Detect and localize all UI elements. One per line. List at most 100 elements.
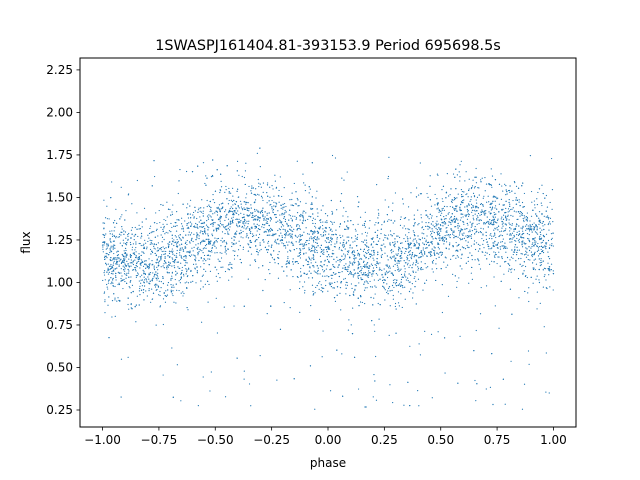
data-point [271, 244, 273, 246]
data-point [308, 186, 310, 188]
data-point [358, 201, 360, 203]
data-point [246, 207, 248, 209]
data-point [155, 254, 157, 256]
data-point [202, 274, 204, 276]
data-point [219, 210, 221, 212]
data-point [534, 207, 536, 209]
data-point [231, 221, 233, 223]
data-point [363, 289, 366, 291]
data-point [518, 297, 520, 299]
data-point [471, 209, 474, 211]
data-point [330, 228, 332, 230]
data-point [418, 343, 420, 345]
data-point [418, 256, 420, 258]
data-point [105, 264, 108, 266]
data-point [308, 247, 310, 249]
data-point [329, 229, 331, 231]
data-point [479, 244, 481, 246]
data-point [404, 217, 407, 219]
data-point [232, 243, 235, 245]
data-point [305, 212, 307, 214]
data-point [509, 241, 511, 243]
data-point [148, 237, 150, 239]
data-point [477, 212, 480, 215]
data-point [115, 235, 117, 238]
data-point [407, 238, 409, 240]
data-point [205, 243, 208, 246]
data-point [131, 308, 133, 310]
data-point [462, 202, 464, 204]
data-point [271, 199, 273, 202]
data-point [485, 238, 488, 240]
data-point [501, 216, 503, 218]
data-point [357, 260, 359, 263]
data-point [505, 217, 507, 219]
data-point [243, 176, 246, 179]
data-point [452, 231, 454, 233]
data-point [179, 254, 181, 256]
data-point [540, 264, 542, 266]
data-point [373, 324, 375, 326]
data-point [508, 201, 510, 204]
data-point [153, 268, 156, 271]
data-point [286, 266, 288, 268]
data-point [261, 211, 264, 214]
data-point [225, 241, 227, 243]
data-point [294, 215, 296, 217]
data-point [140, 289, 143, 291]
data-point [335, 234, 337, 236]
data-point [112, 240, 114, 242]
data-point [396, 262, 398, 264]
data-point [198, 221, 200, 223]
data-point [466, 208, 468, 211]
data-point [123, 242, 125, 244]
data-point [171, 243, 173, 245]
data-point [118, 299, 120, 302]
data-point [207, 229, 209, 231]
data-point [426, 214, 428, 216]
data-point [367, 276, 369, 278]
data-point [379, 238, 381, 240]
data-point [165, 247, 167, 249]
data-point [388, 156, 390, 158]
data-point [238, 225, 241, 227]
data-point [453, 215, 456, 218]
data-point [491, 238, 493, 240]
data-point [229, 221, 232, 223]
data-point [474, 213, 476, 215]
data-point [418, 242, 420, 245]
data-point [151, 280, 153, 282]
data-point [236, 230, 238, 232]
data-point [265, 219, 267, 221]
data-point [233, 199, 235, 202]
data-point [503, 273, 505, 275]
data-point [428, 225, 430, 228]
data-point [368, 257, 370, 260]
data-point [403, 265, 405, 267]
data-point [491, 235, 493, 237]
data-point [536, 308, 538, 310]
data-point [195, 222, 197, 225]
data-point [202, 226, 205, 228]
data-point [374, 285, 376, 287]
data-point [364, 302, 366, 305]
data-point [151, 251, 154, 254]
data-point [535, 224, 537, 226]
data-point [548, 274, 550, 276]
data-point [358, 253, 361, 255]
data-point [529, 155, 532, 157]
data-point [548, 268, 551, 270]
data-point [384, 199, 386, 201]
data-point [343, 264, 345, 267]
data-point [489, 206, 491, 208]
data-point [458, 171, 460, 173]
data-point [478, 222, 480, 225]
data-point [131, 284, 134, 286]
data-point [372, 246, 374, 248]
data-point [254, 240, 256, 243]
data-point [154, 284, 156, 286]
data-point [451, 201, 453, 204]
data-point [279, 176, 281, 178]
data-point [249, 240, 251, 242]
data-point [237, 188, 239, 190]
